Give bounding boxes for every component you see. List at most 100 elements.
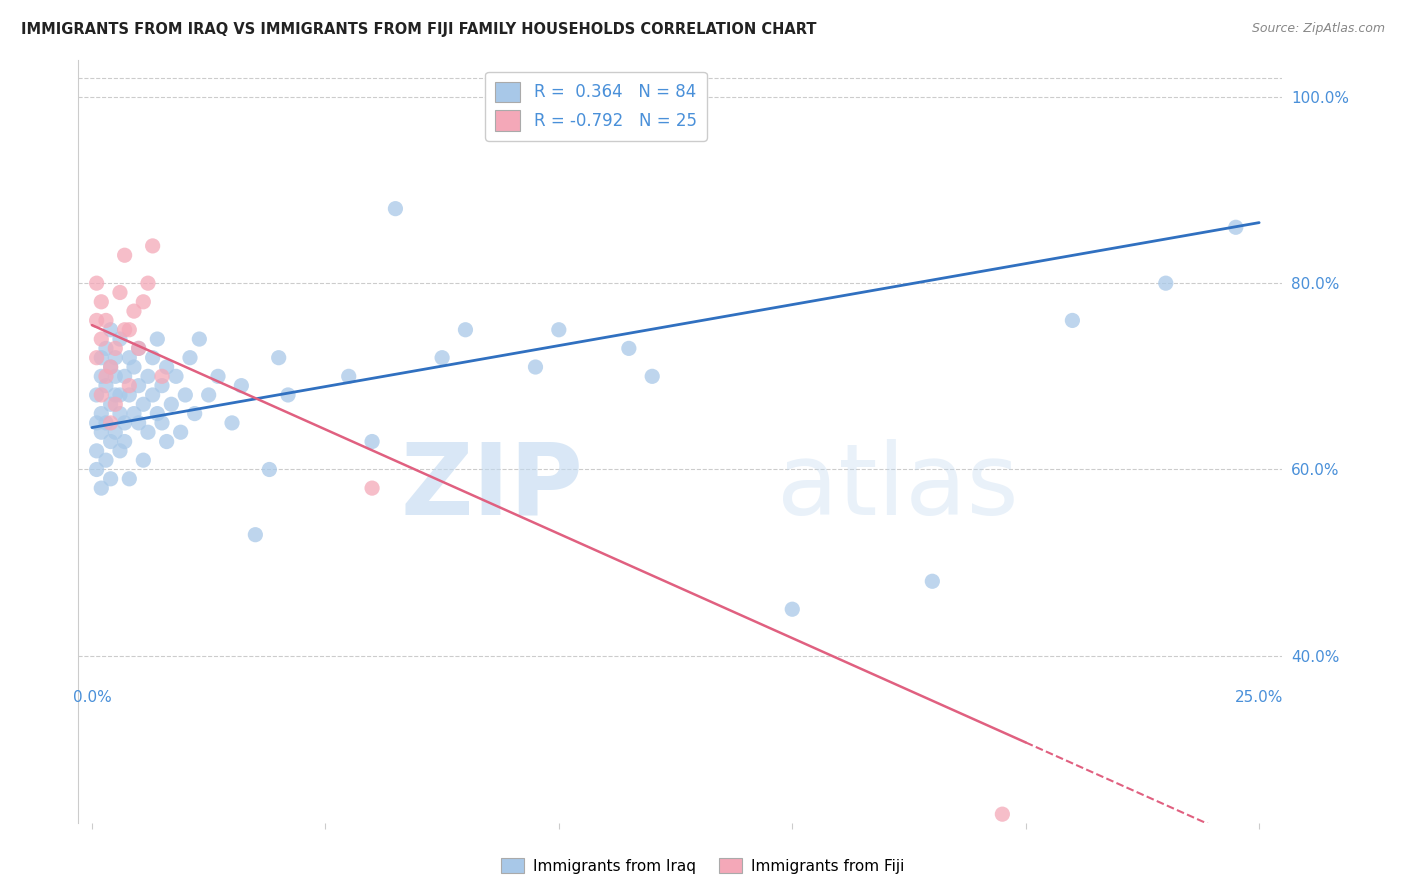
- Point: [1225, 220, 1247, 235]
- Point: [108, 285, 131, 300]
- Point: [136, 425, 159, 440]
- Point: [86, 388, 108, 402]
- Point: [174, 388, 197, 402]
- Point: [160, 397, 183, 411]
- Point: [183, 407, 205, 421]
- Point: [384, 202, 406, 216]
- Point: [86, 313, 108, 327]
- Point: [150, 369, 173, 384]
- Point: [179, 351, 201, 365]
- Point: [136, 369, 159, 384]
- Point: [104, 425, 127, 440]
- Point: [207, 369, 229, 384]
- Point: [118, 351, 141, 365]
- Point: [921, 574, 943, 589]
- Point: [100, 434, 122, 449]
- Point: [122, 359, 145, 374]
- Point: [146, 332, 169, 346]
- Point: [86, 276, 108, 290]
- Point: [1062, 313, 1084, 327]
- Point: [118, 323, 141, 337]
- Point: [90, 332, 112, 346]
- Point: [128, 378, 150, 392]
- Point: [156, 434, 179, 449]
- Point: [118, 472, 141, 486]
- Point: [142, 239, 165, 253]
- Point: [128, 342, 150, 356]
- Point: [991, 807, 1014, 822]
- Point: [94, 342, 117, 356]
- Point: [221, 416, 243, 430]
- Point: [641, 369, 664, 384]
- Point: [100, 397, 122, 411]
- Point: [617, 342, 640, 356]
- Point: [277, 388, 299, 402]
- Point: [188, 332, 211, 346]
- Point: [90, 369, 112, 384]
- Point: [156, 359, 179, 374]
- Point: [231, 378, 253, 392]
- Point: [100, 472, 122, 486]
- Point: [128, 342, 150, 356]
- Point: [86, 443, 108, 458]
- Point: [150, 378, 173, 392]
- Point: [104, 397, 127, 411]
- Point: [146, 407, 169, 421]
- Point: [136, 276, 159, 290]
- Point: [132, 453, 155, 467]
- Text: ZIP: ZIP: [401, 439, 583, 536]
- Point: [165, 369, 187, 384]
- Text: 0.0%: 0.0%: [73, 690, 111, 705]
- Legend: Immigrants from Iraq, Immigrants from Fiji: Immigrants from Iraq, Immigrants from Fi…: [495, 852, 911, 880]
- Point: [114, 369, 136, 384]
- Point: [86, 462, 108, 476]
- Point: [90, 407, 112, 421]
- Point: [169, 425, 191, 440]
- Point: [245, 527, 267, 541]
- Point: [118, 388, 141, 402]
- Point: [94, 416, 117, 430]
- Point: [94, 453, 117, 467]
- Point: [94, 378, 117, 392]
- Point: [100, 323, 122, 337]
- Point: [118, 378, 141, 392]
- Point: [142, 351, 165, 365]
- Point: [90, 481, 112, 495]
- Point: [361, 481, 384, 495]
- Text: IMMIGRANTS FROM IRAQ VS IMMIGRANTS FROM FIJI FAMILY HOUSEHOLDS CORRELATION CHART: IMMIGRANTS FROM IRAQ VS IMMIGRANTS FROM …: [21, 22, 817, 37]
- Point: [86, 416, 108, 430]
- Point: [104, 388, 127, 402]
- Point: [142, 388, 165, 402]
- Point: [90, 351, 112, 365]
- Point: [90, 388, 112, 402]
- Point: [132, 294, 155, 309]
- Text: 25.0%: 25.0%: [1234, 690, 1284, 705]
- Point: [132, 397, 155, 411]
- Point: [259, 462, 281, 476]
- Point: [104, 369, 127, 384]
- Point: [86, 351, 108, 365]
- Point: [114, 248, 136, 262]
- Point: [524, 359, 547, 374]
- Point: [337, 369, 360, 384]
- Text: Source: ZipAtlas.com: Source: ZipAtlas.com: [1251, 22, 1385, 36]
- Point: [1154, 276, 1177, 290]
- Point: [114, 416, 136, 430]
- Point: [114, 434, 136, 449]
- Point: [150, 416, 173, 430]
- Legend: R =  0.364   N = 84, R = -0.792   N = 25: R = 0.364 N = 84, R = -0.792 N = 25: [485, 71, 707, 141]
- Point: [197, 388, 219, 402]
- Point: [108, 388, 131, 402]
- Point: [108, 332, 131, 346]
- Point: [94, 369, 117, 384]
- Point: [547, 323, 569, 337]
- Point: [90, 294, 112, 309]
- Text: atlas: atlas: [776, 439, 1018, 536]
- Point: [430, 351, 453, 365]
- Point: [100, 359, 122, 374]
- Point: [94, 313, 117, 327]
- Point: [100, 416, 122, 430]
- Point: [122, 407, 145, 421]
- Point: [108, 407, 131, 421]
- Point: [90, 425, 112, 440]
